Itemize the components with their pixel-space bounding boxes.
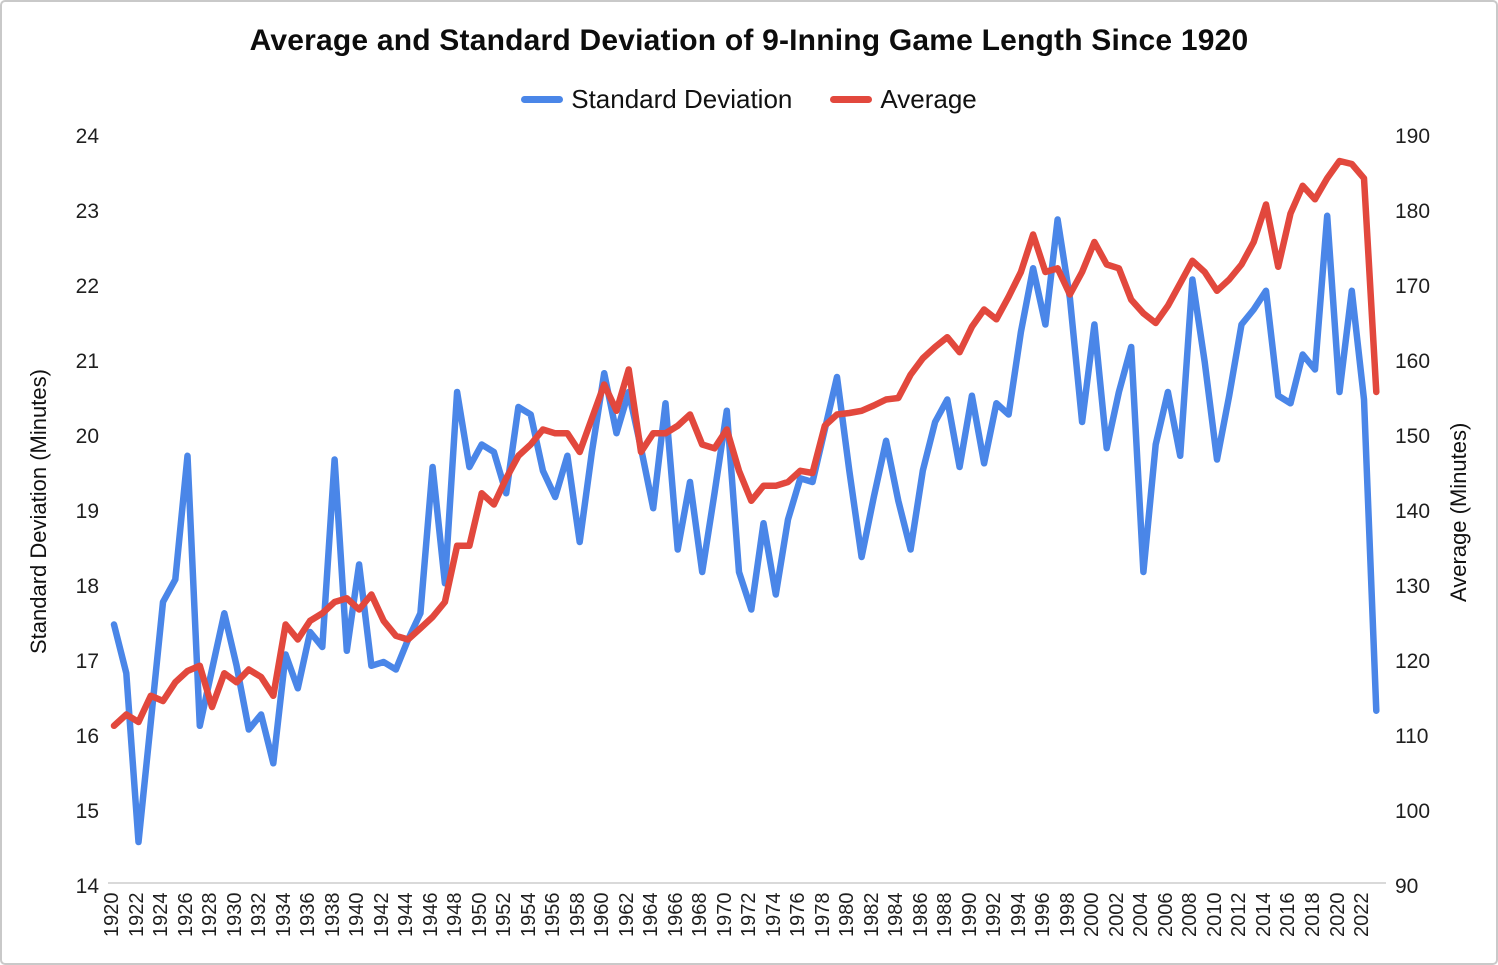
x-axis-tick-label: 1978	[811, 893, 834, 938]
right-axis-tick-label: 190	[1395, 125, 1431, 148]
x-axis-tick-label: 1928	[199, 893, 222, 938]
x-axis-tick-label: 1998	[1056, 893, 1079, 938]
x-axis-tick-label: 2004	[1130, 893, 1153, 938]
x-axis-tick-label: 1950	[468, 893, 491, 938]
x-axis-tick-label: 2008	[1179, 893, 1202, 938]
right-axis-tick-label: 170	[1395, 275, 1431, 298]
x-axis-tick-label: 1968	[689, 893, 712, 938]
left-axis-tick-label: 17	[75, 650, 99, 673]
x-axis-tick-label: 1966	[664, 893, 687, 938]
x-axis-tick-label: 2010	[1203, 893, 1226, 938]
right-axis-tick-label: 100	[1395, 800, 1431, 823]
x-axis-tick-label: 1938	[321, 893, 344, 938]
x-axis-tick-label: 1944	[395, 893, 418, 938]
x-axis-tick-label: 1970	[713, 893, 736, 938]
x-axis-tick-label: 2002	[1105, 893, 1128, 938]
left-axis-tick-label: 21	[75, 350, 99, 373]
left-axis-tick-label: 16	[75, 725, 99, 748]
left-axis-tick-label: 18	[75, 575, 99, 598]
x-axis-tick-label: 1980	[836, 893, 859, 938]
x-axis-tick-label: 1940	[346, 893, 369, 938]
x-axis-tick-label: 2006	[1154, 893, 1177, 938]
x-axis-tick-label: 1982	[860, 893, 883, 938]
right-axis-tick-label: 180	[1395, 200, 1431, 223]
x-axis-tick-label: 2018	[1301, 893, 1324, 938]
right-axis-tick-label: 160	[1395, 350, 1431, 373]
std-dev-swatch-icon	[521, 96, 564, 103]
x-axis-tick-label: 1964	[640, 893, 663, 938]
legend-item-std-dev: Standard Deviation	[521, 84, 792, 115]
x-axis-tick-label: 1920	[101, 893, 123, 938]
x-axis-tick-label: 1934	[272, 893, 295, 938]
x-axis-tick-label: 1924	[150, 893, 173, 938]
x-axis-tick-label: 1972	[738, 893, 761, 938]
x-axis-tick-label: 1976	[787, 893, 810, 938]
x-axis-tick-label: 1990	[958, 893, 981, 938]
x-axis-tick-label: 1936	[297, 893, 320, 938]
x-axis-tick-label: 1932	[248, 893, 271, 938]
x-axis-tick-label: 1996	[1032, 893, 1055, 938]
x-axis-tick-label: 1960	[591, 893, 614, 938]
right-axis-tick-label: 120	[1395, 650, 1431, 673]
x-axis-tick-label: 1926	[174, 893, 197, 938]
average-line	[110, 157, 1380, 730]
left-axis-tick-label: 19	[75, 500, 99, 523]
average-swatch-icon	[830, 96, 873, 103]
x-axis-tick-label: 2020	[1326, 893, 1349, 938]
x-axis-tick-label: 1956	[542, 893, 565, 938]
x-axis-tick-label: 1922	[125, 893, 148, 938]
legend-label-average: Average	[880, 84, 977, 114]
legend-item-average: Average	[830, 84, 977, 115]
left-axis-tick-label: 15	[75, 800, 99, 823]
x-axis-tick-label: 1986	[909, 893, 932, 938]
right-axis-tick-label: 140	[1395, 500, 1431, 523]
std-dev-line	[110, 212, 1380, 846]
x-axis-tick-label: 1992	[983, 893, 1006, 938]
x-axis-tick-label: 1988	[934, 893, 957, 938]
x-axis-tick-label: 2022	[1351, 893, 1373, 938]
legend-label-std-dev: Standard Deviation	[571, 84, 793, 114]
x-axis-tick-label: 1984	[885, 893, 908, 938]
right-axis-tick-label: 130	[1395, 575, 1431, 598]
left-axis-tick-label: 23	[75, 200, 99, 223]
left-axis-tick-label: 14	[75, 875, 99, 898]
right-axis-tick-label: 90	[1395, 875, 1419, 898]
right-axis-tick-label: 110	[1395, 725, 1429, 748]
x-axis-tick-label: 2012	[1228, 893, 1251, 938]
x-axis-tick-label: 1946	[419, 893, 442, 938]
left-axis-tick-label: 22	[75, 275, 99, 298]
x-axis-tick-label: 1948	[444, 893, 467, 938]
x-axis-tick-label: 1930	[223, 893, 246, 938]
x-axis-tick-label: 1974	[762, 893, 785, 938]
left-axis-tick-label: 24	[75, 125, 99, 148]
right-axis-tick-label: 150	[1395, 425, 1431, 448]
x-axis-tick-label: 1942	[370, 893, 393, 938]
left-axis-tick-label: 20	[75, 425, 99, 448]
legend: Standard Deviation Average	[2, 84, 1496, 115]
chart-title: Average and Standard Deviation of 9-Inni…	[249, 24, 1249, 57]
x-axis-tick-label: 1958	[566, 893, 589, 938]
x-axis-tick-label: 2016	[1277, 893, 1300, 938]
x-axis-tick-label: 2014	[1252, 893, 1275, 938]
x-axis-tick-label: 1994	[1007, 893, 1030, 938]
x-axis-tick-label: 2000	[1081, 893, 1104, 938]
x-axis-tick-label: 1952	[493, 893, 516, 938]
x-axis-tick-label: 1954	[517, 893, 540, 938]
x-axis-tick-label: 1962	[615, 893, 638, 938]
